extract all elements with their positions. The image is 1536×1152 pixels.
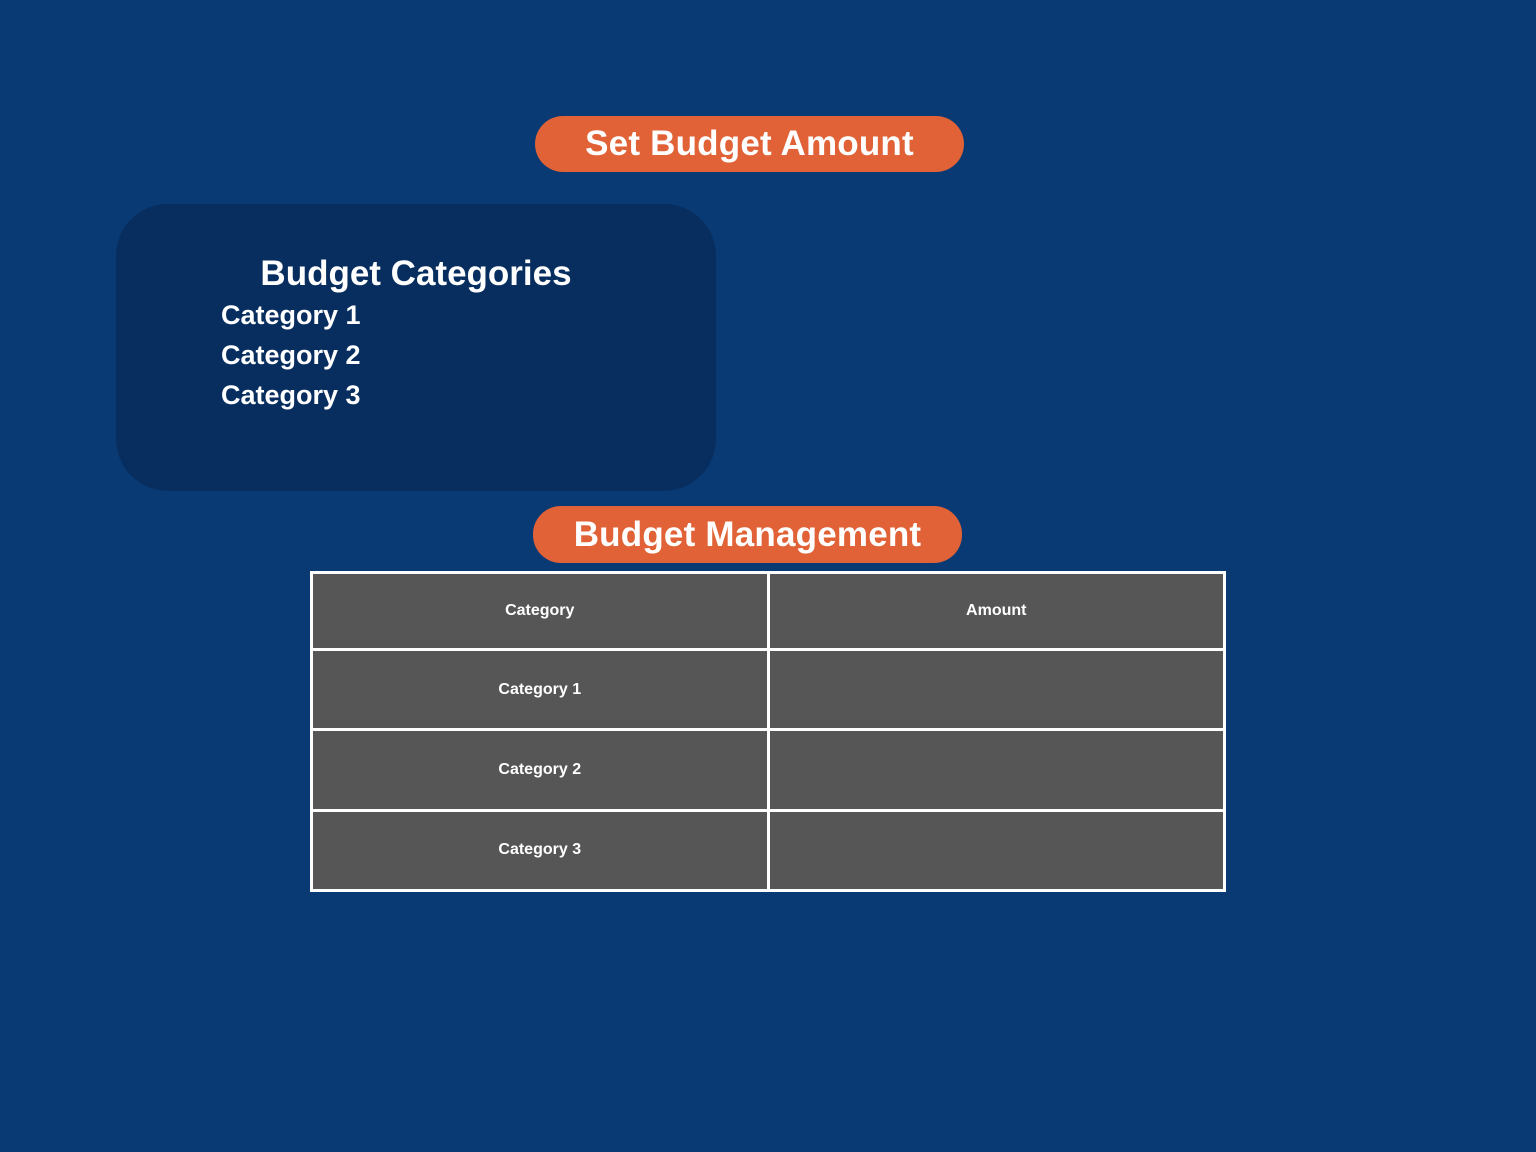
amount-cell[interactable] — [766, 808, 1226, 893]
category-item[interactable]: Category 3 — [221, 380, 361, 410]
budget-categories-panel: Budget Categories Category 1 Category 2 … — [116, 204, 716, 491]
budget-categories-title: Budget Categories — [260, 254, 572, 293]
category-column-header: Category — [310, 571, 770, 651]
category-cell: Category 3 — [310, 808, 770, 893]
set-budget-amount-button[interactable]: Set Budget Amount — [535, 116, 964, 172]
table-row: Category 2 — [310, 728, 1226, 812]
category-item[interactable]: Category 2 — [221, 340, 361, 370]
table-row: Category 1 — [310, 647, 1226, 732]
amount-cell[interactable] — [766, 728, 1226, 812]
category-item[interactable]: Category 1 — [221, 300, 361, 330]
amount-column-header: Amount — [766, 571, 1226, 651]
category-cell: Category 1 — [310, 647, 770, 732]
table-row: Category 3 — [310, 808, 1226, 893]
budget-categories-list: Category 1 Category 2 Category 3 — [221, 295, 361, 415]
category-cell: Category 2 — [310, 728, 770, 812]
budget-management-button[interactable]: Budget Management — [533, 506, 962, 563]
table-header-row: Category Amount — [310, 571, 1226, 651]
amount-cell[interactable] — [766, 647, 1226, 732]
budget-table: Category Amount Category 1 Category 2 Ca… — [310, 571, 1226, 893]
